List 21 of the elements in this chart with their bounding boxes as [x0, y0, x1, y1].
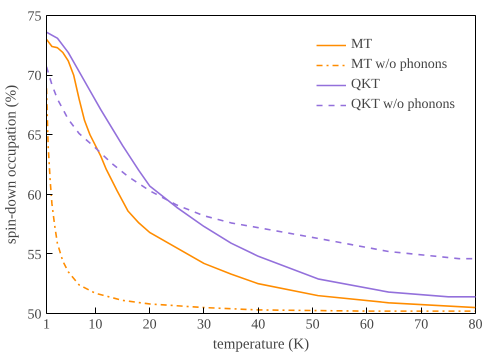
y-tick-label: 65 — [28, 128, 42, 144]
y-tick-label: 70 — [28, 69, 42, 84]
legend-label: MT — [351, 36, 372, 54]
x-axis-title: temperature (K) — [212, 336, 310, 352]
legend-label: MT w/o phonons — [351, 56, 448, 74]
legend-label: QKT — [351, 76, 380, 94]
legend-label: QKT w/o phonons — [351, 96, 455, 114]
x-tick-label: 40 — [251, 318, 266, 332]
x-tick-label: 50 — [306, 318, 320, 332]
y-axis-title: spin-down occupation (%) — [4, 84, 20, 244]
x-tick-label: 10 — [88, 318, 102, 332]
x-tick-label: 60 — [360, 318, 374, 332]
x-tick-label: 30 — [196, 318, 211, 332]
y-tick-label: 75 — [28, 10, 42, 24]
x-tick-label: 1 — [43, 318, 50, 332]
x-tick-label: 70 — [414, 318, 428, 332]
y-tick-label: 55 — [28, 248, 42, 263]
x-tick-label: 20 — [142, 318, 157, 332]
x-tick-label: 80 — [468, 318, 482, 332]
y-tick-label: 60 — [28, 188, 42, 204]
y-tick-label: 50 — [28, 308, 42, 322]
